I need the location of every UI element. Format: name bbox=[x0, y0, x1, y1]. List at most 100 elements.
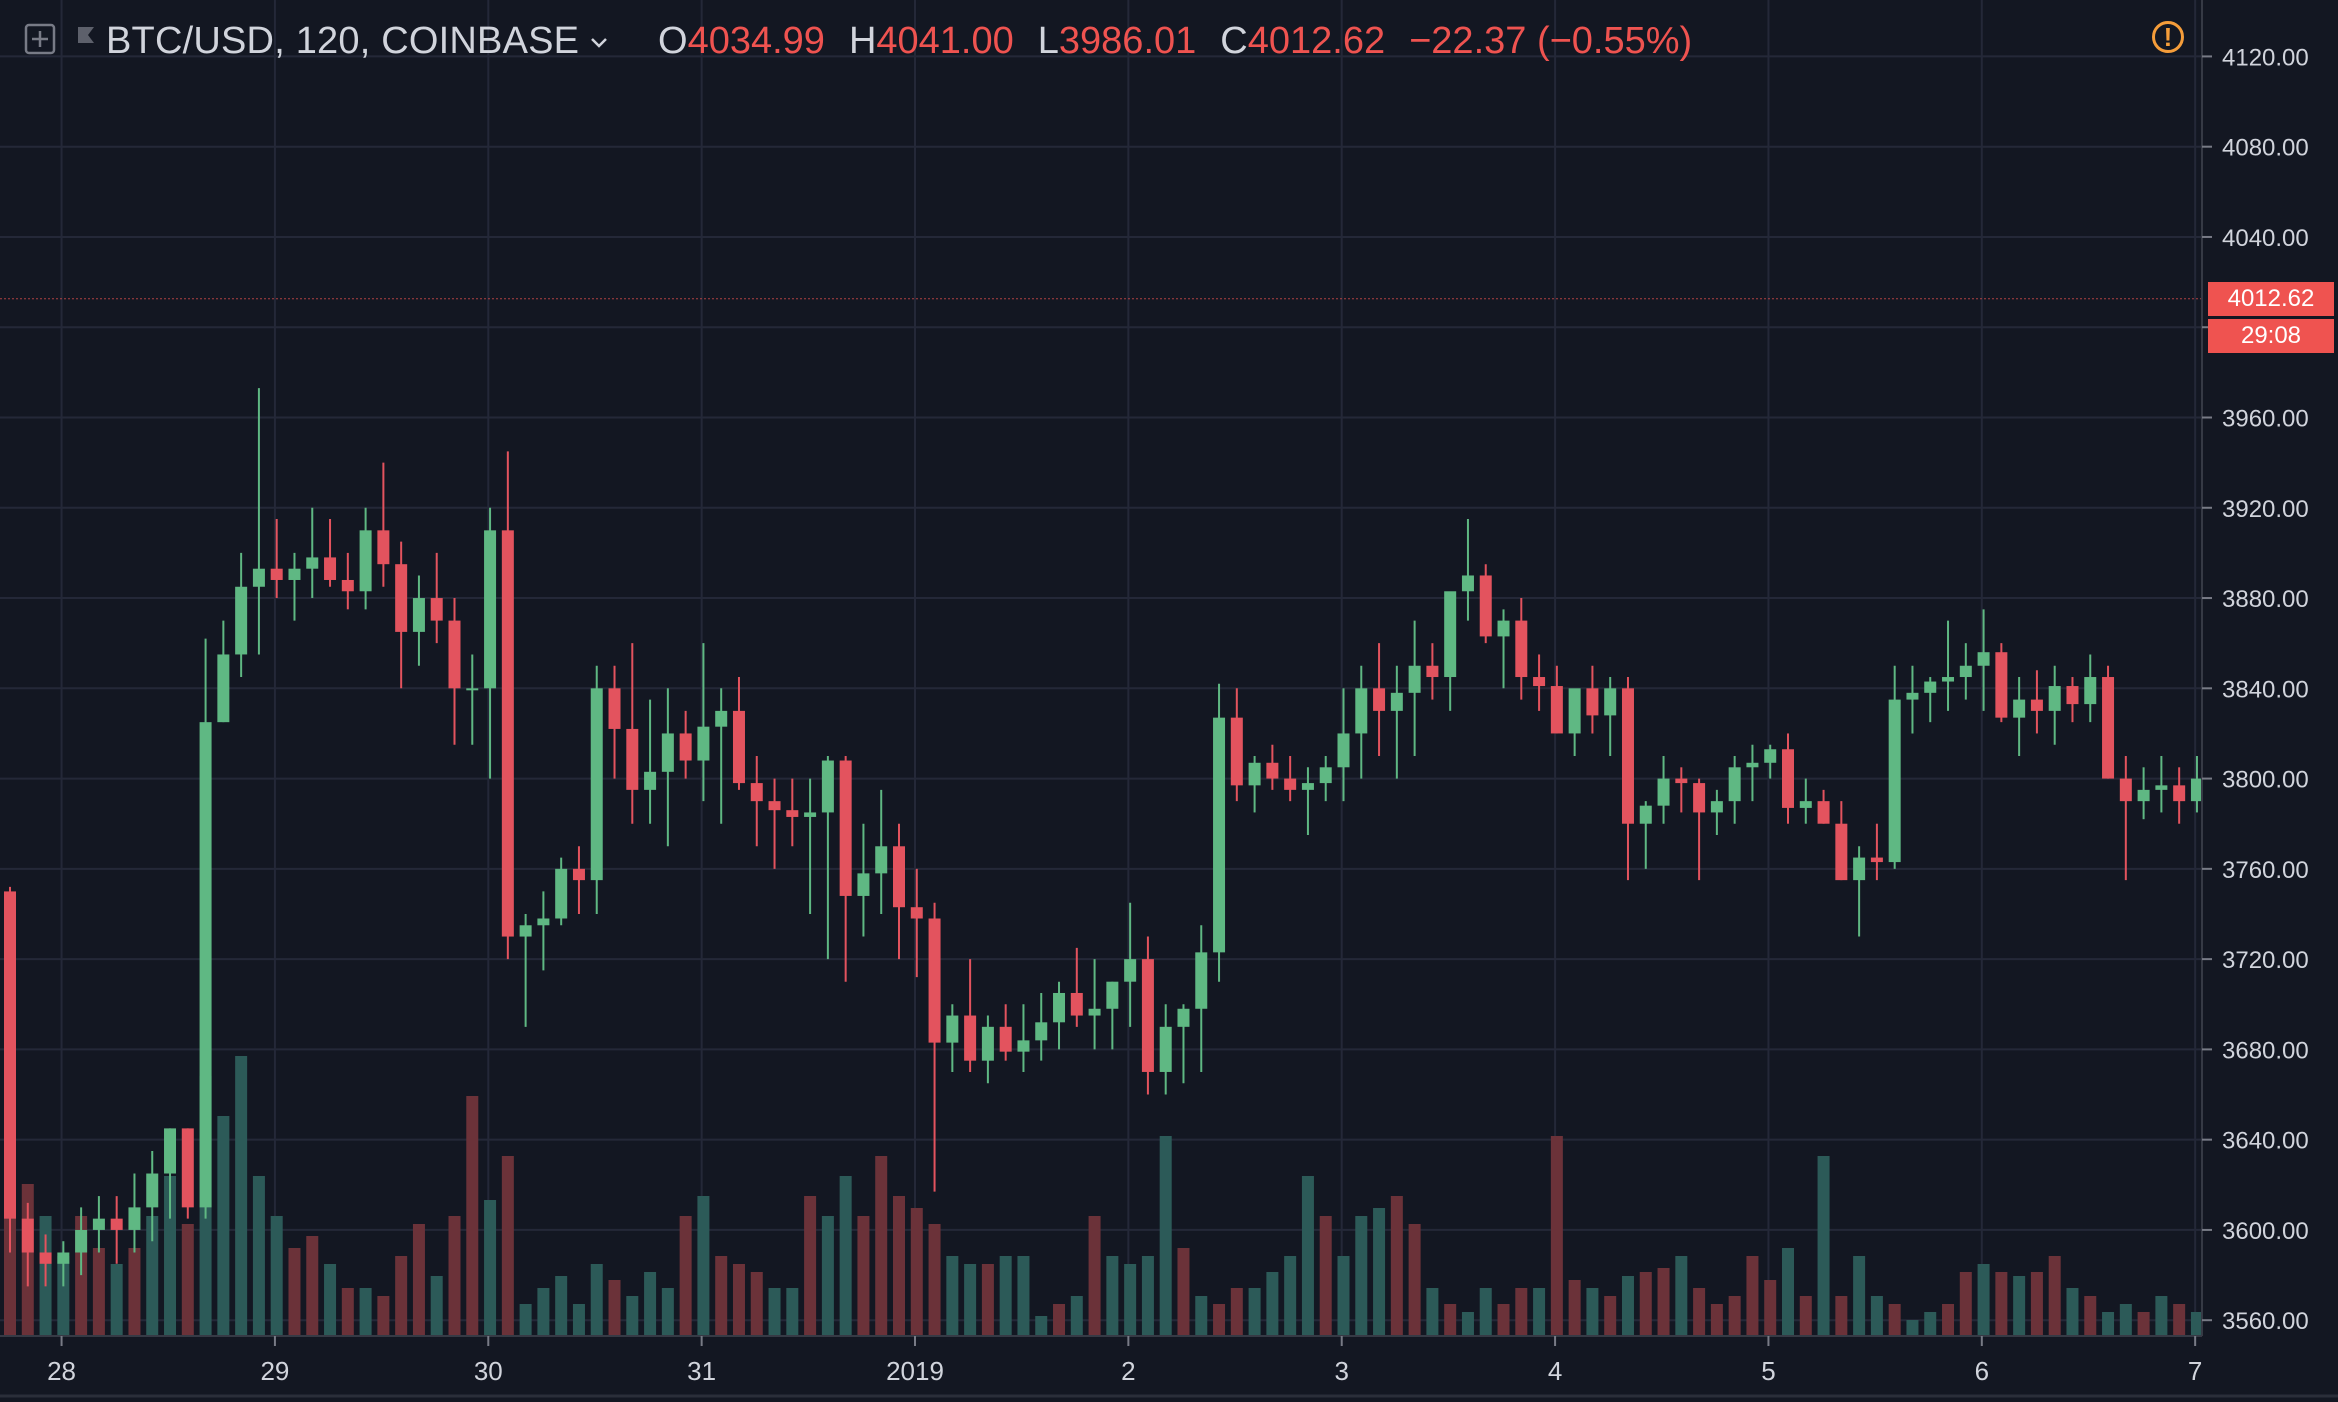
volume-bar bbox=[893, 1196, 905, 1336]
volume-bar bbox=[928, 1224, 941, 1336]
price-tick-label: 3760.00 bbox=[2222, 857, 2309, 884]
symbol-text[interactable]: BTC/USD, 120, COINBASE bbox=[106, 19, 580, 62]
ohlc-values: O 4034.99 H 4041.00 L 3986.01 C 4012.62 … bbox=[658, 14, 1692, 68]
volume-bar bbox=[359, 1288, 372, 1336]
volume-bar bbox=[128, 1248, 141, 1336]
price-tick-label: 3840.00 bbox=[2222, 676, 2309, 703]
candle-body bbox=[501, 530, 514, 937]
volume-bar bbox=[1408, 1224, 1421, 1336]
candle-body bbox=[1035, 1022, 1048, 1041]
candle-body bbox=[39, 1252, 52, 1264]
time-tick-label: 6 bbox=[1975, 1356, 1989, 1386]
candle-body bbox=[1319, 767, 1332, 784]
volume-bar bbox=[1017, 1256, 1030, 1336]
volume-bar bbox=[1710, 1304, 1723, 1336]
candle-body bbox=[2013, 699, 2026, 718]
price-tick-label: 4040.00 bbox=[2222, 225, 2309, 252]
volume-bar bbox=[2066, 1288, 2079, 1336]
volume-bar bbox=[661, 1288, 674, 1336]
volume-bar bbox=[821, 1216, 834, 1336]
volume-bar bbox=[1426, 1288, 1439, 1336]
volume-bar bbox=[572, 1304, 585, 1336]
change-value: −22.37 (−0.55%) bbox=[1409, 19, 1693, 62]
volume-bar bbox=[1515, 1288, 1528, 1336]
candle-body bbox=[1621, 688, 1634, 824]
volume-bar bbox=[981, 1264, 994, 1336]
volume-bar bbox=[1053, 1304, 1066, 1336]
volume-bar bbox=[1373, 1208, 1386, 1336]
candle-body bbox=[928, 918, 941, 1043]
price-tick-label: 4120.00 bbox=[2222, 44, 2309, 71]
candle-body bbox=[306, 557, 319, 569]
volume-bar bbox=[626, 1296, 639, 1336]
candle-body bbox=[1177, 1008, 1190, 1027]
candle-body bbox=[1515, 620, 1528, 678]
price-tick-label: 3800.00 bbox=[2222, 767, 2309, 794]
candle-body bbox=[324, 557, 337, 580]
time-tick-label: 29 bbox=[260, 1356, 289, 1386]
candle-body bbox=[128, 1207, 141, 1230]
candle-body bbox=[1444, 591, 1457, 678]
volume-bar bbox=[1266, 1272, 1279, 1336]
price-tick-label: 3920.00 bbox=[2222, 496, 2309, 523]
candle-body bbox=[697, 726, 710, 761]
volume-bar bbox=[1230, 1288, 1243, 1336]
candle-body bbox=[1693, 783, 1706, 813]
time-tick-label: 4 bbox=[1548, 1356, 1562, 1386]
candle-body bbox=[768, 801, 781, 811]
candle-body bbox=[608, 688, 621, 729]
alert-icon[interactable]: ! bbox=[2152, 21, 2184, 53]
volume-bar bbox=[857, 1216, 870, 1336]
volume-bar bbox=[1959, 1272, 1972, 1336]
price-tick-label: 4080.00 bbox=[2222, 135, 2309, 162]
candle-body bbox=[1586, 688, 1599, 716]
candle-body bbox=[661, 733, 674, 772]
candle-body bbox=[821, 760, 834, 813]
volume-bar bbox=[715, 1256, 728, 1336]
volume-bar bbox=[2048, 1256, 2061, 1336]
candle-body bbox=[1284, 778, 1297, 790]
candle-body bbox=[2102, 677, 2115, 779]
candle-body bbox=[857, 873, 870, 896]
price-axis[interactable]: 4120.004080.004040.004000.003960.003920.… bbox=[2201, 0, 2338, 1402]
candle-body bbox=[1408, 665, 1421, 693]
add-symbol-icon[interactable] bbox=[22, 21, 62, 61]
candle-body bbox=[750, 783, 763, 802]
candle-body bbox=[1301, 783, 1314, 790]
candle-body bbox=[946, 1015, 959, 1043]
volume-bar bbox=[466, 1096, 479, 1336]
candle-body bbox=[181, 1128, 194, 1208]
candle-body bbox=[981, 1026, 994, 1061]
volume-bar bbox=[1728, 1296, 1741, 1336]
volume-bar bbox=[1995, 1272, 2008, 1336]
candle-body bbox=[964, 1015, 977, 1061]
candle-body bbox=[1266, 762, 1279, 779]
volume-bar bbox=[181, 1224, 194, 1336]
volume-bar bbox=[946, 1256, 959, 1336]
volume-bar bbox=[732, 1264, 745, 1336]
volume-bar bbox=[1319, 1216, 1332, 1336]
flag-icon[interactable] bbox=[74, 21, 98, 61]
candle-body bbox=[1159, 1026, 1172, 1072]
high-label: H bbox=[848, 19, 877, 62]
candle-body bbox=[519, 925, 532, 937]
symbol-header[interactable]: BTC/USD, 120, COINBASE bbox=[22, 14, 611, 68]
candle-body bbox=[1017, 1040, 1030, 1052]
time-axis[interactable]: 28293031201923456789 bbox=[0, 1335, 2338, 1402]
price-tick-label: 3720.00 bbox=[2222, 947, 2309, 974]
candle-body bbox=[1888, 699, 1901, 863]
volume-bar bbox=[1124, 1264, 1137, 1336]
candle-body bbox=[537, 918, 550, 926]
candle-body bbox=[4, 891, 16, 1219]
candle-body bbox=[1248, 762, 1261, 786]
candle-body bbox=[235, 586, 248, 655]
volume-bar bbox=[2084, 1296, 2097, 1336]
candle-body bbox=[377, 530, 390, 565]
candle-body bbox=[2190, 778, 2203, 802]
chevron-down-icon[interactable] bbox=[587, 21, 611, 61]
volume-bar bbox=[1693, 1288, 1706, 1336]
volume-bar bbox=[92, 1248, 105, 1336]
volume-bar bbox=[590, 1264, 603, 1336]
volume-bar bbox=[608, 1280, 621, 1336]
